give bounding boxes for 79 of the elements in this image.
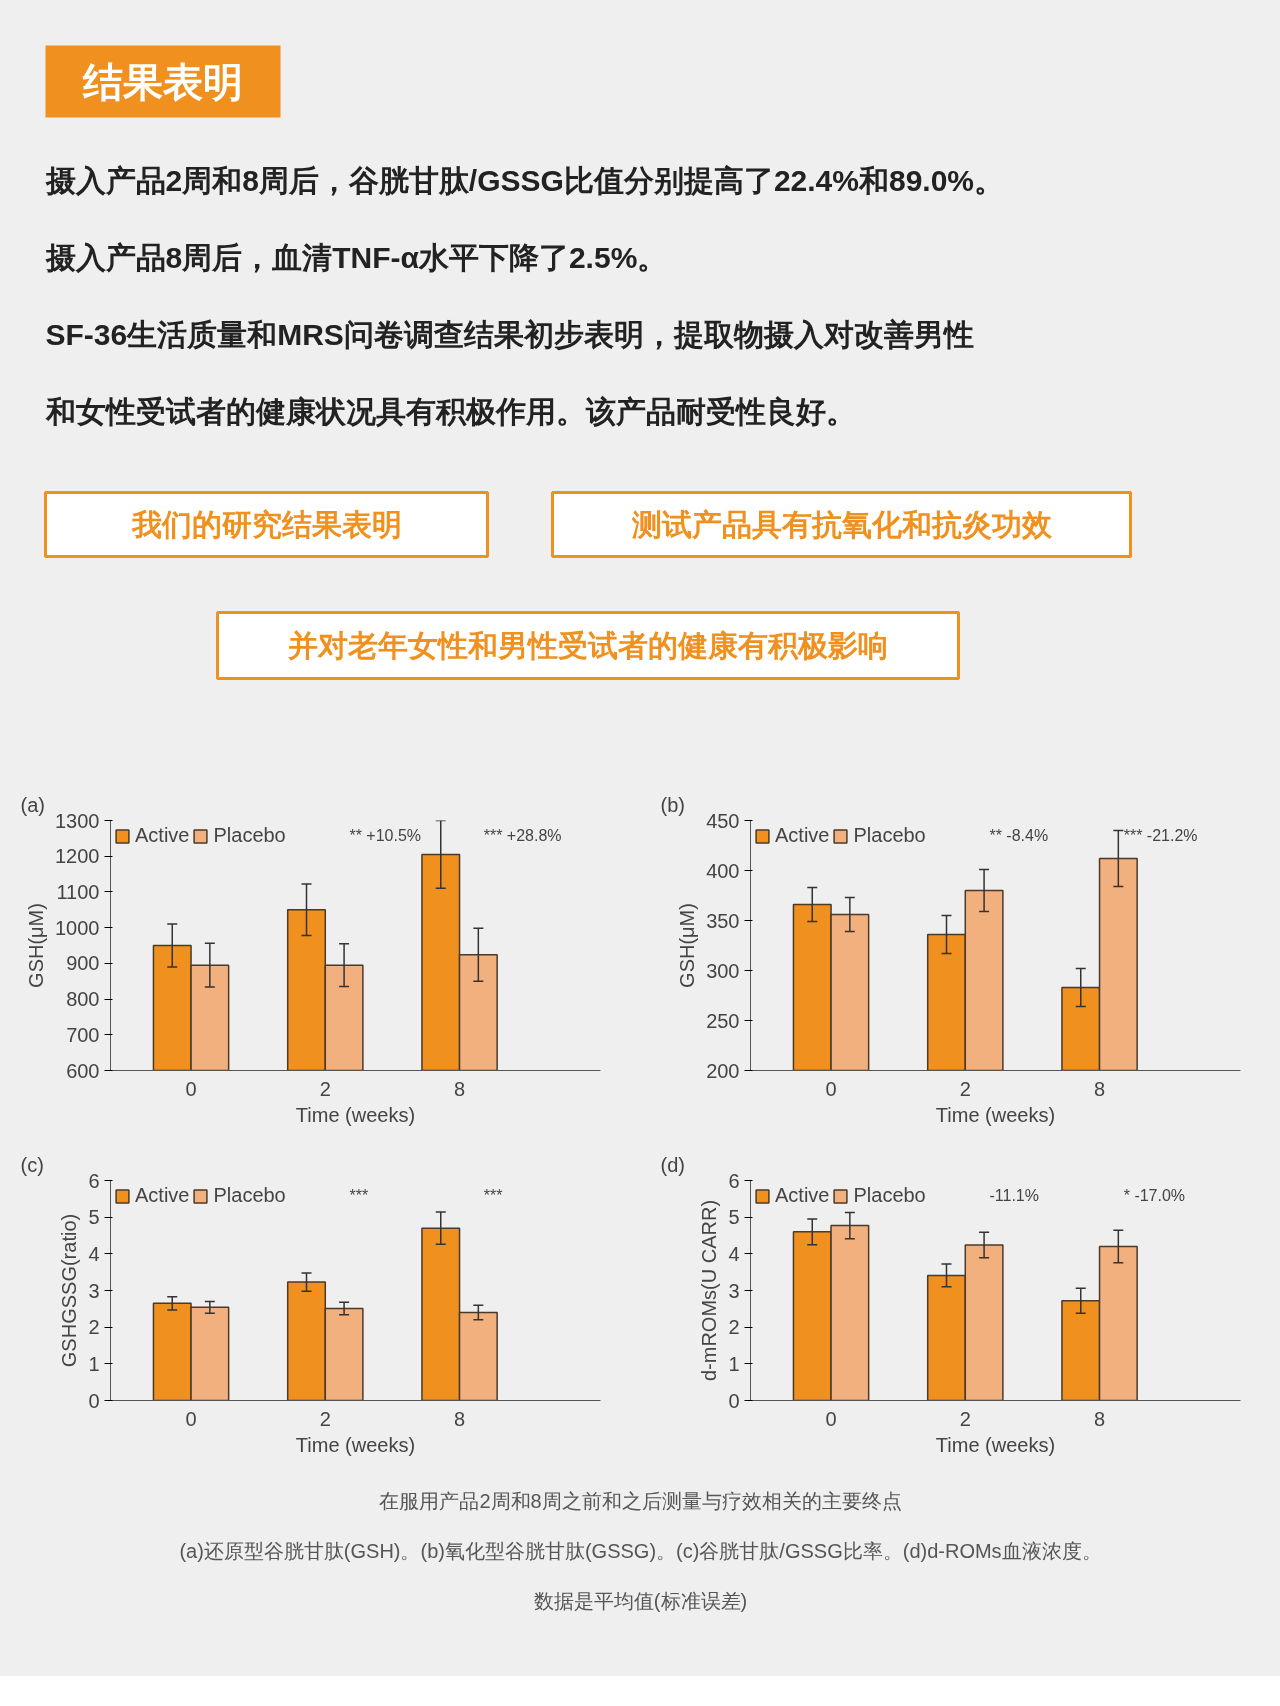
y-tick-label: 0 bbox=[728, 1389, 740, 1412]
x-tick-label: 2 bbox=[959, 1407, 971, 1430]
x-tick-label: 8 bbox=[453, 1077, 466, 1100]
y-axis-title: GSHGSSG(ratio) bbox=[58, 1213, 81, 1368]
y-tick-label: 1100 bbox=[56, 880, 100, 903]
chart-title: (a) bbox=[20, 793, 45, 816]
text: 和女性受试者的健康状况具有积极作用。该产品耐受性良好。 bbox=[44, 395, 856, 428]
text: 并对老年女性和男性受试者的健康有积极影响 bbox=[287, 629, 888, 662]
y-tick-label: 6 bbox=[728, 1169, 740, 1192]
y-tick-label: 3 bbox=[88, 1279, 100, 1302]
y-axis-title: d-mROMs(U CARR) bbox=[698, 1199, 721, 1382]
annotation: *** +28.8% bbox=[483, 826, 562, 844]
legend-label: Active bbox=[775, 1184, 830, 1207]
legend-label: Active bbox=[135, 1184, 190, 1207]
y-tick-label: 2 bbox=[88, 1316, 100, 1339]
y-tick-label: 1300 bbox=[55, 809, 100, 832]
x-axis-title: Time (weeks) bbox=[935, 1103, 1056, 1126]
annotation: *** bbox=[349, 1186, 369, 1204]
y-tick-label: 0 bbox=[88, 1389, 100, 1412]
x-tick-label: 0 bbox=[825, 1407, 837, 1430]
y-tick-label: 1000 bbox=[55, 916, 100, 939]
text: 数据是平均值(标准误差) bbox=[533, 1589, 748, 1612]
y-tick-label: 4 bbox=[88, 1242, 100, 1265]
chart-title: (d) bbox=[660, 1153, 685, 1176]
x-axis-title: Time (weeks) bbox=[295, 1433, 416, 1456]
text: 测试产品具有抗氧化和抗炎功效 bbox=[630, 508, 1053, 541]
y-tick-label: 250 bbox=[706, 1009, 740, 1032]
y-tick-label: 700 bbox=[66, 1023, 100, 1046]
annotation: ** -8.4% bbox=[989, 826, 1049, 844]
text: 摄入产品8周后，血清TNF-α水平下降了2.5%。 bbox=[44, 241, 668, 274]
y-tick-label: 200 bbox=[706, 1059, 740, 1082]
x-tick-label: 0 bbox=[825, 1077, 837, 1100]
x-tick-label: 8 bbox=[453, 1407, 466, 1430]
annotation: * -17.0% bbox=[1123, 1186, 1186, 1204]
y-tick-label: 1 bbox=[88, 1352, 100, 1375]
x-axis-title: Time (weeks) bbox=[935, 1433, 1056, 1456]
legend-label: Placebo bbox=[853, 1184, 926, 1207]
y-tick-label: 800 bbox=[66, 988, 100, 1011]
x-tick-label: 0 bbox=[185, 1077, 197, 1100]
y-tick-label: 1200 bbox=[55, 845, 100, 868]
y-tick-label: 2 bbox=[728, 1316, 740, 1339]
y-tick-label: 900 bbox=[66, 952, 100, 975]
x-tick-label: 8 bbox=[1093, 1077, 1106, 1100]
text: 结果表明 bbox=[81, 59, 243, 104]
y-tick-label: 600 bbox=[66, 1059, 100, 1082]
annotation: *** bbox=[483, 1186, 503, 1204]
legend-label: Placebo bbox=[213, 824, 286, 847]
text: 在服用产品2周和8周之前和之后测量与疗效相关的主要终点 bbox=[379, 1489, 902, 1512]
x-axis-title: Time (weeks) bbox=[295, 1103, 416, 1126]
legend-label: Active bbox=[775, 824, 830, 847]
legend-label: Placebo bbox=[853, 824, 926, 847]
x-tick-label: 2 bbox=[319, 1407, 331, 1430]
y-axis-title: GSH(μM) bbox=[676, 903, 699, 988]
y-tick-label: 350 bbox=[706, 909, 740, 932]
text: (a)还原型谷胱甘肽(GSH)。(b)氧化型谷胱甘肽(GSSG)。(c)谷胱甘肽/GSSG比率。(d)d-ROMs血液浓度。 bbox=[179, 1539, 1102, 1562]
y-tick-label: 300 bbox=[706, 959, 740, 982]
y-tick-label: 4 bbox=[728, 1242, 740, 1265]
y-axis-title: GSH(μM) bbox=[25, 903, 48, 988]
annotation: *** -21.2% bbox=[1123, 826, 1198, 844]
legend-label: Placebo bbox=[213, 1184, 286, 1207]
annotation: ** +10.5% bbox=[349, 826, 422, 844]
y-tick-label: 3 bbox=[728, 1279, 740, 1302]
y-tick-label: 450 bbox=[706, 809, 740, 832]
y-tick-label: 5 bbox=[728, 1206, 740, 1229]
x-tick-label: 2 bbox=[959, 1077, 971, 1100]
y-tick-label: 1 bbox=[728, 1352, 740, 1375]
annotation: -11.1% bbox=[989, 1186, 1039, 1204]
chart-title: (c) bbox=[20, 1153, 44, 1176]
x-tick-label: 0 bbox=[185, 1407, 197, 1430]
text: 摄入产品2周和8周后，谷胱甘肽/GSSG比值分别提高了22.4%和89.0%。 bbox=[44, 164, 1005, 197]
text: 我们的研究结果表明 bbox=[130, 508, 402, 541]
y-tick-label: 5 bbox=[88, 1206, 100, 1229]
chart-title: (b) bbox=[660, 793, 685, 816]
text: SF-36生活质量和MRS问卷调查结果初步表明，提取物摄入对改善男性 bbox=[45, 318, 974, 351]
legend-label: Active bbox=[135, 824, 190, 847]
y-tick-label: 6 bbox=[88, 1169, 100, 1192]
x-tick-label: 8 bbox=[1093, 1407, 1106, 1430]
y-tick-label: 400 bbox=[706, 859, 740, 882]
x-tick-label: 2 bbox=[319, 1077, 331, 1100]
